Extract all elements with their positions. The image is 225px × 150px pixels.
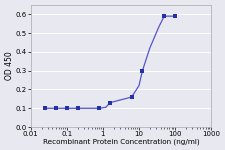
Point bbox=[108, 101, 112, 104]
Point bbox=[130, 96, 133, 98]
Point bbox=[173, 15, 177, 17]
Point bbox=[162, 15, 166, 17]
X-axis label: Recombinant Protein Concentration (ng/ml): Recombinant Protein Concentration (ng/ml… bbox=[43, 139, 199, 145]
Point bbox=[54, 107, 58, 110]
Point bbox=[43, 107, 47, 110]
Point bbox=[141, 69, 144, 72]
Y-axis label: OD 450: OD 450 bbox=[5, 52, 14, 80]
Point bbox=[65, 107, 69, 110]
Point bbox=[98, 107, 101, 110]
Point bbox=[76, 107, 79, 110]
